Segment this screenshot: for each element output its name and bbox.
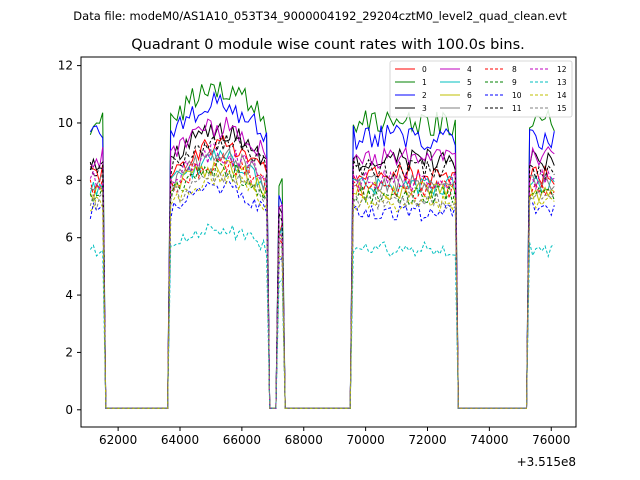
legend-label-6: 6 (467, 91, 472, 100)
plot-area (89, 81, 555, 409)
legend-label-7: 7 (467, 104, 472, 113)
legend-label-11: 11 (512, 104, 522, 113)
y-tick-label: 12 (58, 59, 73, 73)
series-line-0 (89, 135, 555, 409)
legend-label-9: 9 (512, 78, 517, 87)
series-line-7 (90, 147, 555, 409)
series-line-13 (89, 223, 555, 409)
series-line-12 (89, 143, 555, 409)
x-tick-label: 70000 (347, 433, 385, 447)
legend-label-1: 1 (422, 78, 427, 87)
legend-label-4: 4 (467, 65, 472, 74)
series-line-4 (89, 116, 555, 409)
series-line-9 (89, 159, 555, 409)
series-line-3 (89, 122, 555, 409)
chart-title: Quadrant 0 module wise count rates with … (131, 37, 525, 53)
y-tick-label: 6 (65, 231, 73, 245)
y-tick-label: 10 (58, 116, 73, 130)
chart-suptitle: Data file: modeM0/AS1A10_053T34_90000041… (73, 9, 567, 23)
series-line-11 (89, 134, 555, 409)
legend-box (389, 60, 573, 118)
y-tick-label: 0 (65, 403, 73, 417)
y-tick-label: 8 (65, 173, 73, 187)
series-line-10 (89, 180, 555, 409)
series-line-5 (89, 147, 555, 409)
x-tick-label: 64000 (161, 433, 199, 447)
legend-label-12: 12 (557, 65, 567, 74)
x-tick-label: 76000 (532, 433, 570, 447)
series-line-2 (89, 91, 555, 409)
legend-label-3: 3 (422, 104, 427, 113)
series-line-15 (89, 167, 555, 409)
series-line-8 (89, 152, 555, 409)
axes-frame (80, 56, 577, 428)
legend-label-8: 8 (512, 65, 517, 74)
x-tick-label: 66000 (223, 433, 261, 447)
series-line-6 (89, 159, 555, 409)
series-line-14 (89, 170, 555, 409)
legend-label-2: 2 (422, 91, 427, 100)
x-offset-label: +3.515e8 (517, 455, 576, 469)
series-line-1 (89, 81, 555, 409)
y-tick-label: 2 (65, 345, 73, 359)
x-tick-label: 62000 (99, 433, 137, 447)
y-tick-label: 4 (65, 288, 73, 302)
x-tick-label: 74000 (470, 433, 508, 447)
legend-label-5: 5 (467, 78, 472, 87)
x-tick-label: 68000 (285, 433, 323, 447)
legend-label-15: 15 (557, 104, 567, 113)
axes: 62000 64000 66000 68000 70000 72000 74000 76000… (58, 56, 577, 447)
legend-label-13: 13 (557, 78, 567, 87)
x-tick-label: 72000 (408, 433, 446, 447)
legend-label-0: 0 (422, 65, 427, 74)
legend-label-14: 14 (557, 91, 567, 100)
legend-label-10: 10 (512, 91, 522, 100)
